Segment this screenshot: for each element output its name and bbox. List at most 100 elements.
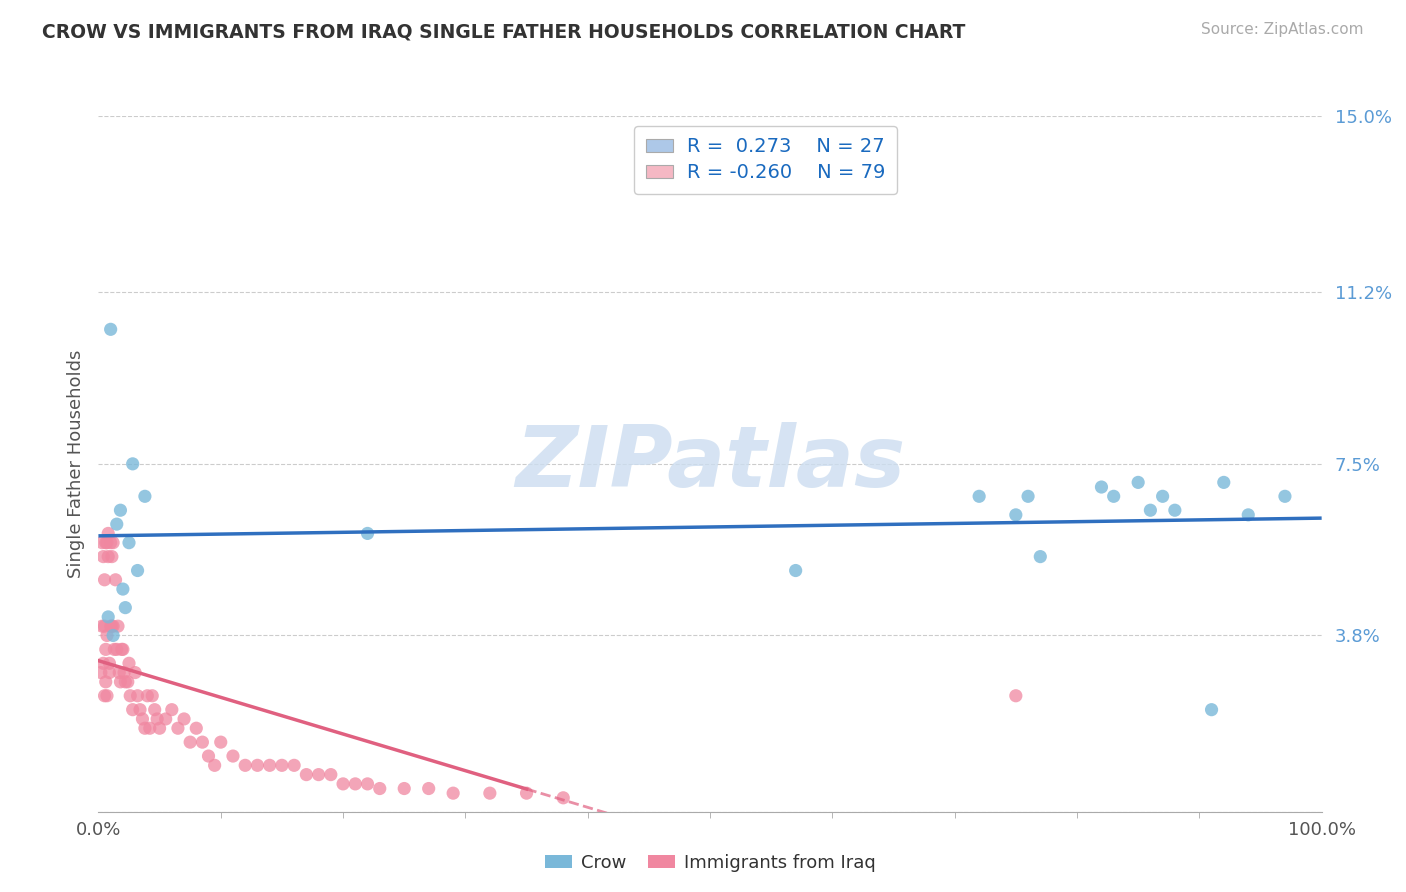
Point: [418, 781, 440, 796]
Point: [356, 526, 378, 541]
Point: [1152, 489, 1174, 503]
Point: [1237, 508, 1260, 522]
Point: [111, 642, 134, 657]
Point: [141, 689, 163, 703]
Point: [124, 665, 146, 680]
Text: Source: ZipAtlas.com: Source: ZipAtlas.com: [1201, 22, 1364, 37]
Point: [118, 535, 141, 549]
Point: [93, 689, 115, 703]
Point: [191, 735, 214, 749]
Point: [478, 786, 501, 800]
Point: [1029, 549, 1052, 564]
Point: [100, 619, 122, 633]
Point: [97, 610, 120, 624]
Point: [107, 619, 129, 633]
Point: [233, 758, 256, 772]
Point: [111, 642, 134, 657]
Point: [131, 712, 153, 726]
Point: [160, 703, 183, 717]
Point: [283, 758, 305, 772]
Point: [344, 777, 367, 791]
Point: [110, 503, 132, 517]
Point: [96, 628, 118, 642]
Point: [117, 674, 139, 689]
Point: [94, 535, 117, 549]
Text: CROW VS IMMIGRANTS FROM IRAQ SINGLE FATHER HOUSEHOLDS CORRELATION CHART: CROW VS IMMIGRANTS FROM IRAQ SINGLE FATH…: [42, 22, 966, 41]
Point: [101, 535, 124, 549]
Point: [90, 665, 112, 680]
Point: [1139, 503, 1161, 517]
Point: [96, 535, 118, 549]
Point: [259, 758, 281, 772]
Point: [136, 689, 159, 703]
Point: [121, 703, 143, 717]
Point: [197, 749, 219, 764]
Point: [209, 735, 232, 749]
Point: [149, 721, 172, 735]
Point: [91, 535, 114, 549]
Point: [1102, 489, 1125, 503]
Point: [118, 657, 141, 671]
Point: [103, 642, 125, 657]
Point: [127, 689, 149, 703]
Point: [108, 665, 131, 680]
Point: [553, 790, 575, 805]
Point: [1004, 508, 1026, 522]
Point: [97, 549, 120, 564]
Point: [1017, 489, 1039, 503]
Point: [112, 665, 135, 680]
Point: [1212, 475, 1234, 490]
Point: [1201, 703, 1223, 717]
Point: [91, 619, 114, 633]
Point: [295, 767, 318, 781]
Point: [167, 721, 190, 735]
Point: [1004, 689, 1026, 703]
Point: [1164, 503, 1187, 517]
Point: [139, 721, 162, 735]
Point: [368, 781, 391, 796]
Point: [94, 642, 117, 657]
Point: [222, 749, 245, 764]
Point: [105, 642, 128, 657]
Point: [392, 781, 416, 796]
Point: [98, 657, 121, 671]
Point: [114, 674, 136, 689]
Point: [96, 689, 118, 703]
Point: [101, 619, 124, 633]
Point: [114, 600, 136, 615]
Point: [785, 564, 807, 578]
Point: [98, 665, 121, 680]
Point: [204, 758, 226, 772]
Point: [104, 573, 127, 587]
Legend: Crow, Immigrants from Iraq: Crow, Immigrants from Iraq: [537, 847, 883, 880]
Point: [121, 457, 143, 471]
Point: [332, 777, 354, 791]
Point: [91, 549, 114, 564]
Point: [143, 703, 166, 717]
Point: [111, 582, 134, 596]
Point: [356, 777, 378, 791]
Point: [134, 489, 156, 503]
Point: [101, 619, 124, 633]
Point: [1274, 489, 1296, 503]
Point: [101, 628, 124, 642]
Point: [97, 526, 120, 541]
Point: [101, 549, 124, 564]
Point: [93, 573, 115, 587]
Point: [120, 689, 142, 703]
Point: [93, 619, 115, 633]
Point: [173, 712, 195, 726]
Point: [100, 535, 122, 549]
Point: [146, 712, 169, 726]
Point: [319, 767, 342, 781]
Point: [134, 721, 156, 735]
Point: [186, 721, 208, 735]
Point: [94, 674, 117, 689]
Point: [1090, 480, 1112, 494]
Text: ZIPatlas: ZIPatlas: [515, 422, 905, 506]
Point: [515, 786, 537, 800]
Point: [105, 517, 128, 532]
Point: [110, 674, 132, 689]
Point: [127, 564, 149, 578]
Point: [155, 712, 177, 726]
